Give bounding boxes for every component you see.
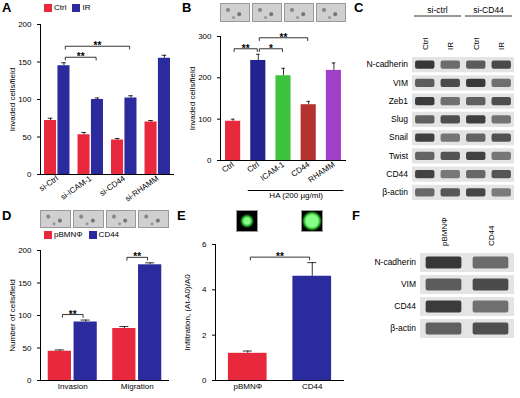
svg-text:β-actin: β-actin [390, 323, 416, 333]
svg-text:β-actin: β-actin [382, 187, 408, 197]
svg-text:Twist: Twist [389, 151, 409, 161]
html-text:A: A [2, 0, 12, 15]
svg-text:0: 0 [202, 376, 207, 385]
svg-text:100: 100 [18, 311, 32, 320]
svg-text:si-Ctrl: si-Ctrl [38, 174, 60, 193]
svg-text:100: 100 [198, 115, 212, 124]
html-text:E: E [177, 208, 186, 223]
html-text:B: B [182, 0, 192, 15]
svg-text:200: 200 [18, 20, 32, 29]
svg-text:50: 50 [23, 133, 32, 142]
svg-text:Invasion: Invasion [58, 382, 88, 391]
svg-text:**: ** [242, 43, 250, 54]
svg-text:150: 150 [18, 58, 32, 67]
svg-text:Invaded cells/field: Invaded cells/field [8, 68, 17, 132]
html-text:Ctrl: Ctrl [54, 3, 67, 12]
svg-text:RHAMM: RHAMM [307, 160, 337, 185]
svg-text:200: 200 [18, 246, 32, 255]
svg-text:pBMNΦ: pBMNΦ [440, 217, 449, 246]
html-text:F: F [352, 208, 360, 223]
svg-text:Invaded cells/field: Invaded cells/field [188, 67, 197, 131]
svg-text:Ctrl: Ctrl [246, 160, 262, 175]
svg-text:Ctrl: Ctrl [220, 160, 236, 175]
html-text:CD44: CD44 [98, 230, 120, 239]
svg-text:IR: IR [446, 42, 455, 50]
svg-text:pBMNΦ: pBMNΦ [233, 382, 262, 391]
svg-text:0: 0 [27, 170, 32, 179]
svg-text:Migration: Migration [121, 382, 154, 391]
svg-text:150: 150 [18, 279, 32, 288]
svg-text:300: 300 [198, 32, 212, 41]
svg-text:VIM: VIM [393, 78, 408, 88]
svg-text:CD44: CD44 [386, 169, 408, 179]
svg-text:**: ** [94, 40, 102, 51]
svg-text:Number of cells/field: Number of cells/field [8, 279, 17, 351]
svg-text:**: ** [276, 251, 284, 262]
svg-text:Ctrl: Ctrl [421, 37, 430, 50]
svg-text:si-RHAMM: si-RHAMM [124, 174, 161, 204]
svg-text:Zeb1: Zeb1 [389, 96, 409, 106]
svg-text:**: ** [77, 51, 85, 62]
svg-text:CD44: CD44 [302, 382, 323, 391]
svg-text:100: 100 [18, 95, 32, 104]
svg-text:**: ** [69, 309, 77, 320]
svg-text:*: * [269, 43, 273, 54]
svg-text:CD44: CD44 [394, 301, 416, 311]
svg-text:Infiltration, (At-A0)/A0: Infiltration, (At-A0)/A0 [183, 274, 192, 351]
svg-text:IR: IR [497, 42, 506, 50]
svg-text:N-cadherin: N-cadherin [374, 257, 416, 267]
svg-text:si-CD44: si-CD44 [98, 174, 127, 198]
svg-text:**: ** [133, 251, 141, 262]
html-text:pBMNΦ: pBMNΦ [54, 230, 83, 239]
svg-text:si-CD44: si-CD44 [473, 5, 504, 15]
svg-text:0: 0 [27, 376, 32, 385]
svg-text:si-ctrl: si-ctrl [427, 5, 447, 15]
svg-text:CD44: CD44 [289, 159, 312, 179]
html-text:C: C [354, 0, 364, 15]
svg-text:Slug: Slug [391, 114, 408, 124]
svg-text:si-ICAM-1: si-ICAM-1 [59, 174, 94, 202]
svg-text:VIM: VIM [401, 279, 416, 289]
svg-text:ICAM-1: ICAM-1 [259, 160, 287, 183]
svg-text:50: 50 [23, 344, 32, 353]
svg-text:200: 200 [198, 73, 212, 82]
svg-text:0: 0 [207, 156, 212, 165]
svg-text:2: 2 [202, 331, 207, 340]
svg-text:Snail: Snail [389, 132, 408, 142]
svg-text:Ctrl: Ctrl [472, 37, 481, 50]
svg-text:N-cadherin: N-cadherin [366, 59, 408, 69]
svg-text:**: ** [280, 32, 288, 43]
svg-text:6: 6 [202, 240, 207, 249]
svg-text:4: 4 [202, 285, 207, 294]
svg-text:CD44: CD44 [487, 225, 496, 246]
html-text:D: D [2, 208, 12, 223]
html-text:IR: IR [82, 3, 91, 12]
svg-text:HA (200 µg/ml): HA (200 µg/ml) [269, 191, 323, 200]
